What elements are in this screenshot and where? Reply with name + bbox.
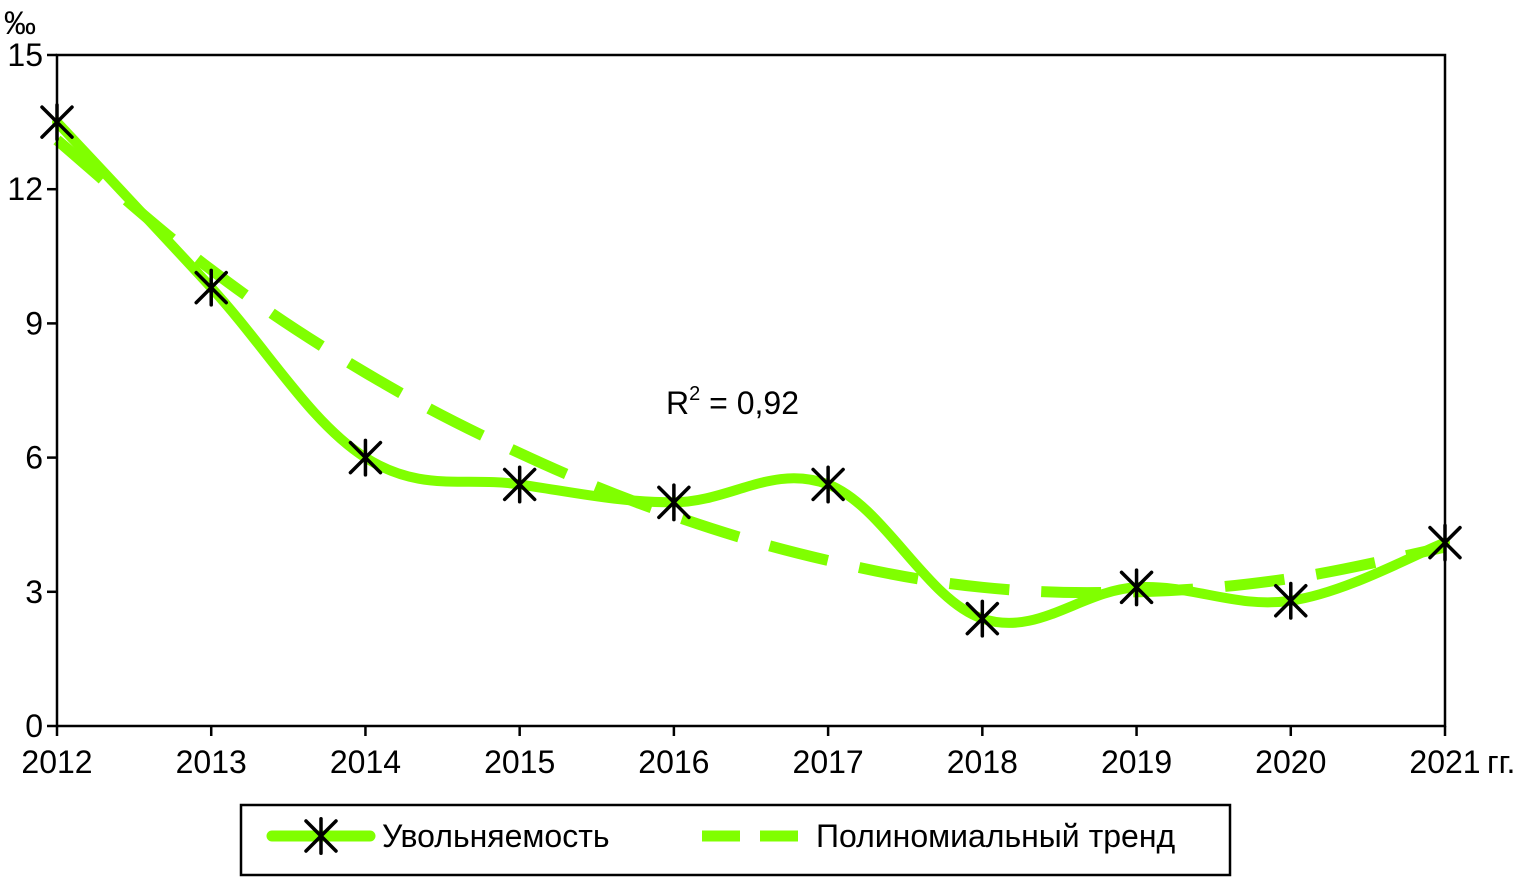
data-point-marker [1428,523,1462,562]
y-axis-unit-label: ‰ [4,5,36,41]
main-series-line [52,117,1450,628]
data-point-marker [811,465,845,504]
y-tick-label: 0 [25,708,43,744]
data-point-marker [1119,568,1154,607]
x-tick-label: 2018 [947,744,1018,780]
data-point-marker [502,465,537,504]
trend-series-line [53,135,1447,599]
x-axis-unit-label: гг. [1487,744,1515,780]
data-point-marker [1274,581,1308,620]
x-tick-label: 2016 [638,744,709,780]
x-tick-label: 2013 [176,744,247,780]
plot-frame [55,53,1447,728]
r-squared-annotation: R2 = 0,92 [666,383,799,421]
data-point-marker [194,268,228,307]
legend-label-trend: Полиномиальный тренд [816,818,1175,854]
data-point-marker [657,483,691,522]
data-point-marker [965,599,1000,638]
r-squared-symbol: R [666,385,689,421]
y-tick-label: 9 [25,305,43,341]
data-point-marker [348,438,383,477]
x-tick-label: 2012 [21,744,92,780]
legend: Увольняемость Полиномиальный тренд [239,803,1232,877]
markers-layer [40,103,1462,638]
x-tick-label: 2021 [1409,744,1480,780]
r-squared-value: = 0,92 [700,385,799,421]
y-tick-label: 15 [7,37,43,73]
x-axis: 2012 2013 2014 2015 2016 2017 2018 2019 2020 2021… [21,726,1515,780]
legend-swatch-asterisk-marker [304,817,338,855]
legend-asterisk-marker [304,817,338,855]
main-series-layer [52,117,1450,628]
y-tick-label: 12 [7,171,43,207]
x-tick-label: 2015 [484,744,555,780]
y-axis: 0 3 6 9 12 15 [7,37,57,744]
trend-series-layer [53,135,1447,599]
x-tick-label: 2014 [330,744,401,780]
data-point-marker [40,103,74,142]
y-tick-label: 3 [25,574,43,610]
x-tick-label: 2020 [1255,744,1326,780]
y-tick-label: 6 [25,440,43,476]
legend-label-main: Увольняемость [382,818,610,854]
r-squared-superscript: 2 [689,383,700,405]
x-tick-label: 2019 [1101,744,1172,780]
x-tick-label: 2017 [793,744,864,780]
